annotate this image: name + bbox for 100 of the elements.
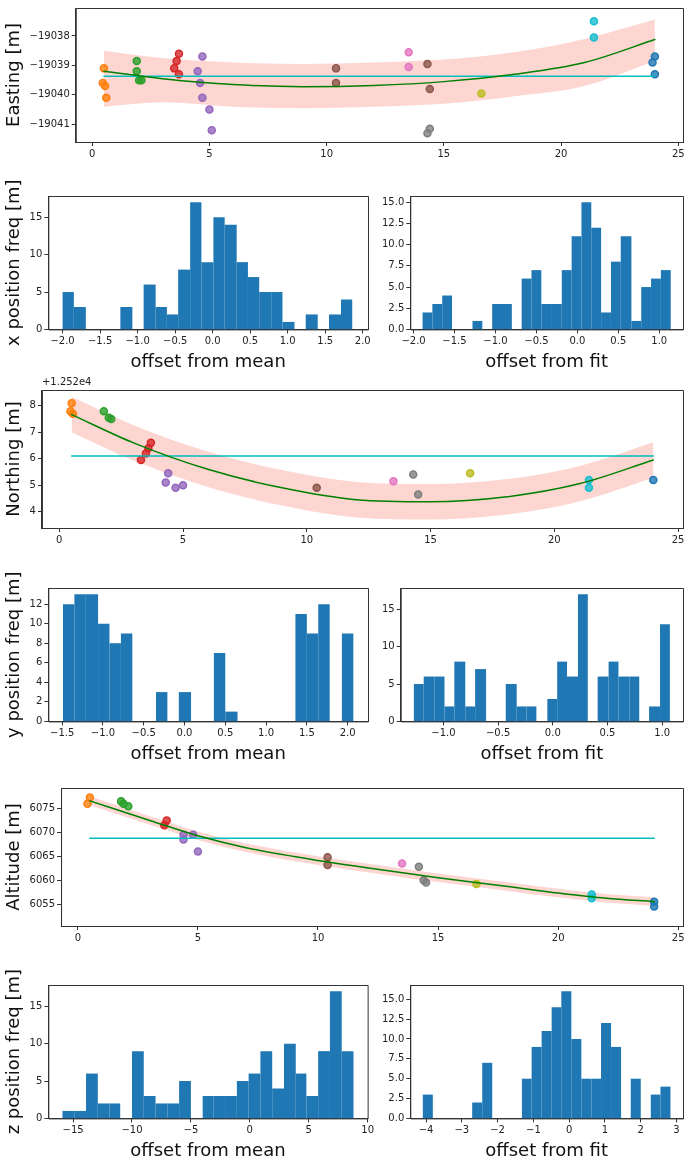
y-tick-label: 15.0 bbox=[382, 195, 405, 207]
y-tick-label: 5.0 bbox=[388, 1072, 405, 1084]
x-tick-label: 1.0 bbox=[654, 726, 671, 738]
x-tick-label: 5 bbox=[206, 147, 213, 159]
x-tick-label: 1.5 bbox=[298, 726, 315, 738]
x-tick-label: −10 bbox=[121, 1123, 143, 1135]
x-tick-label: 2 bbox=[637, 1123, 644, 1135]
x-tick-label: 0.5 bbox=[217, 726, 234, 738]
x-tick-label: 5 bbox=[305, 1123, 312, 1135]
x-tick-label: 2.0 bbox=[354, 334, 371, 346]
y-tick-label: 10 bbox=[29, 1037, 43, 1049]
y-tick-label: −19040 bbox=[29, 88, 70, 100]
y-tick-label: 4 bbox=[29, 505, 36, 517]
x-tick-label: 15 bbox=[431, 931, 445, 943]
x-axis-title: offset from mean bbox=[130, 741, 286, 763]
x-tick-label: −1.5 bbox=[50, 726, 75, 738]
x-tick-label: 20 bbox=[547, 533, 561, 545]
x-axis-title: offset from fit bbox=[485, 349, 608, 371]
y-axis-title: x position freq [m] bbox=[2, 179, 24, 346]
y-axis-title: y position freq [m] bbox=[2, 571, 24, 738]
x-tick-label: −4 bbox=[418, 1123, 434, 1135]
y-tick-label: 10 bbox=[29, 617, 43, 629]
x-tick-label: 0.5 bbox=[610, 334, 627, 346]
y-tick-label: 10.0 bbox=[382, 238, 405, 250]
x-tick-label: 5 bbox=[179, 533, 187, 545]
x-tick-label: −1.0 bbox=[483, 334, 508, 346]
x-tick-label: 0 bbox=[89, 147, 96, 159]
x-tick-label: −0.5 bbox=[131, 726, 156, 738]
y-tick-label: 15 bbox=[29, 999, 43, 1011]
x-tick-label: 1 bbox=[601, 1123, 609, 1135]
y-tick-label: 6060 bbox=[29, 873, 56, 885]
y-tick-label: 15 bbox=[29, 210, 43, 222]
x-tick-label: 0.5 bbox=[242, 334, 259, 346]
y-tick-label: 6 bbox=[35, 656, 43, 668]
x-tick-label: 0 bbox=[74, 931, 82, 943]
x-tick-label: 3 bbox=[673, 1123, 680, 1135]
y-tick-label: 5 bbox=[35, 285, 43, 297]
x-tick-label: −1.0 bbox=[90, 726, 116, 738]
y-tick-label: 0 bbox=[388, 714, 395, 726]
x-tick-label: 10 bbox=[300, 533, 314, 545]
x-tick-label: 5 bbox=[194, 931, 202, 943]
y-tick-label: −19039 bbox=[29, 59, 70, 71]
y-tick-label: 8 bbox=[35, 636, 43, 648]
x-tick-label: −1 bbox=[526, 1123, 541, 1135]
y-tick-label: 10.0 bbox=[382, 1032, 405, 1044]
y-tick-label: 0 bbox=[35, 714, 43, 726]
x-tick-label: 1.0 bbox=[258, 726, 275, 738]
x-tick-label: 1.5 bbox=[317, 334, 334, 346]
y-tick-label: 5 bbox=[29, 478, 36, 490]
x-tick-label: 0 bbox=[565, 1123, 573, 1135]
x-tick-label: −2.0 bbox=[50, 334, 75, 346]
y-tick-label: 6055 bbox=[29, 897, 56, 909]
y-tick-label: 5.0 bbox=[388, 280, 405, 292]
x-tick-label: 0.0 bbox=[544, 726, 561, 738]
y-tick-label: 8 bbox=[29, 399, 36, 411]
y-tick-label: 15.0 bbox=[382, 992, 405, 1004]
y-tick-label: 0.0 bbox=[388, 322, 405, 334]
x-tick-label: 25 bbox=[671, 147, 685, 159]
y-tick-label: 7.5 bbox=[388, 1052, 405, 1064]
y-tick-label: 6075 bbox=[29, 802, 56, 814]
x-axis-title: offset from fit bbox=[485, 1138, 608, 1160]
x-tick-label: −2.0 bbox=[401, 334, 426, 346]
x-tick-label: −1.5 bbox=[87, 334, 113, 346]
x-tick-label: 0 bbox=[246, 1123, 253, 1135]
x-tick-label: 20 bbox=[554, 147, 568, 159]
y-tick-label: 0 bbox=[35, 1111, 43, 1123]
x-axis-title: offset from mean bbox=[130, 1138, 286, 1160]
y-tick-label: 2.5 bbox=[388, 1092, 405, 1104]
y-axis-title: Easting [m] bbox=[2, 23, 24, 127]
x-tick-label: 15 bbox=[437, 147, 451, 159]
y-tick-label: 2.5 bbox=[388, 301, 405, 313]
y-tick-label: 12 bbox=[29, 597, 43, 609]
y-tick-label: 12.5 bbox=[382, 1012, 405, 1024]
x-tick-label: −2 bbox=[490, 1123, 505, 1135]
y-tick-label: 6070 bbox=[29, 826, 56, 837]
x-tick-label: −15 bbox=[62, 1123, 84, 1135]
x-axis-title: offset from mean bbox=[130, 349, 286, 371]
x-tick-label: −0.5 bbox=[524, 334, 549, 346]
y-tick-label: 7 bbox=[29, 425, 36, 437]
y-tick-label: 4 bbox=[35, 675, 43, 687]
y-tick-label: 10 bbox=[29, 248, 43, 260]
x-tick-label: 0.0 bbox=[569, 334, 586, 346]
x-tick-label: 1.0 bbox=[279, 334, 296, 346]
text: +1.252e4 bbox=[41, 375, 92, 387]
y-tick-label: 0 bbox=[35, 322, 43, 334]
x-tick-label: 15 bbox=[424, 533, 437, 545]
y-tick-label: 12.5 bbox=[382, 217, 405, 229]
y-tick-label: 6 bbox=[29, 452, 36, 464]
y-tick-label: 15 bbox=[381, 602, 395, 614]
x-tick-label: 1.0 bbox=[651, 334, 668, 346]
y-tick-label: −19041 bbox=[29, 117, 70, 129]
x-tick-label: 0.0 bbox=[204, 334, 221, 346]
x-tick-label: 10 bbox=[361, 1123, 374, 1135]
x-tick-label: 10 bbox=[311, 931, 325, 943]
y-axis-title: Northing [m] bbox=[2, 401, 24, 517]
x-tick-label: −5 bbox=[183, 1123, 199, 1135]
y-tick-label: 10 bbox=[381, 640, 395, 652]
y-tick-label: 0.0 bbox=[388, 1111, 405, 1123]
x-tick-label: −1.0 bbox=[125, 334, 150, 346]
y-tick-label: 5 bbox=[388, 677, 395, 689]
